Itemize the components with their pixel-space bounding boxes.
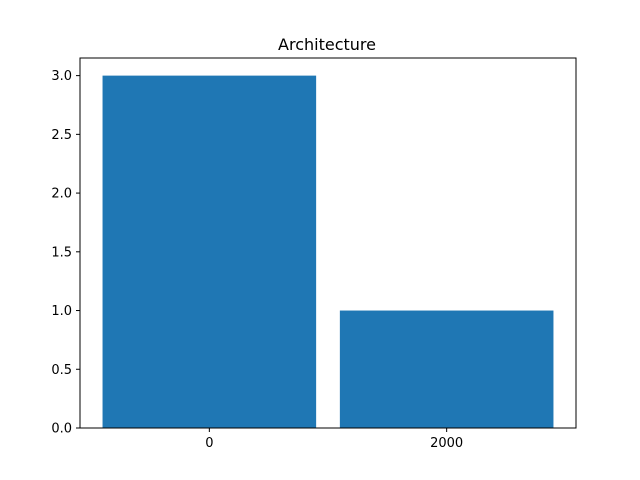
bar-2000 <box>339 310 554 428</box>
axes-frame <box>79 57 577 429</box>
y-tick-label: 0.5 <box>51 363 72 378</box>
plot-area: 0.0 0.5 1.0 1.5 2.0 2.5 3.0 0 2000 <box>51 57 577 451</box>
y-tick-label: 1.5 <box>51 245 72 260</box>
chart-title: Architecture <box>278 35 376 54</box>
y-tick-label: 2.0 <box>51 187 72 202</box>
y-tick-label: 2.5 <box>51 128 72 143</box>
y-tick-label: 0.0 <box>51 422 72 437</box>
y-tick-label: 3.0 <box>51 69 72 84</box>
x-tick-label: 2000 <box>430 436 463 451</box>
x-tick-label: 0 <box>205 436 213 451</box>
bar-0 <box>102 75 317 428</box>
y-tick-label: 1.0 <box>51 304 72 319</box>
